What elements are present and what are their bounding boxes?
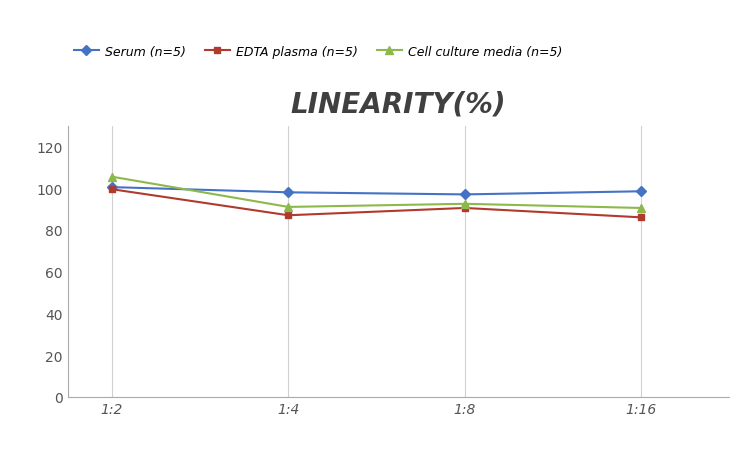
- Line: EDTA plasma (n=5): EDTA plasma (n=5): [108, 186, 644, 221]
- EDTA plasma (n=5): [637, 215, 646, 221]
- EDTA plasma (n=5): [108, 187, 117, 193]
- EDTA plasma (n=5): [460, 206, 469, 211]
- Serum (n=5): [460, 192, 469, 198]
- Cell culture media (n=5): [637, 206, 646, 211]
- Title: LINEARITY(%): LINEARITY(%): [291, 91, 506, 119]
- Cell culture media (n=5): [108, 175, 117, 180]
- Serum (n=5): [637, 189, 646, 194]
- Legend: Serum (n=5), EDTA plasma (n=5), Cell culture media (n=5): Serum (n=5), EDTA plasma (n=5), Cell cul…: [74, 46, 562, 59]
- Line: Serum (n=5): Serum (n=5): [108, 184, 644, 198]
- Cell culture media (n=5): [284, 205, 293, 210]
- EDTA plasma (n=5): [284, 213, 293, 218]
- Line: Cell culture media (n=5): Cell culture media (n=5): [108, 173, 645, 213]
- Serum (n=5): [284, 190, 293, 196]
- Serum (n=5): [108, 185, 117, 190]
- Cell culture media (n=5): [460, 202, 469, 207]
